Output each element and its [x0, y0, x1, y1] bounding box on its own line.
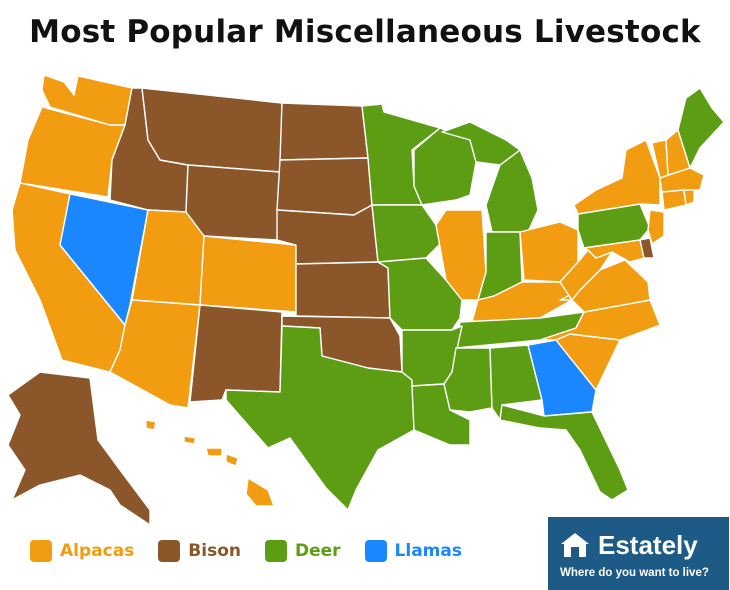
- brand-tagline: Where do you want to live?: [560, 567, 709, 579]
- state-MO: [377, 257, 463, 331]
- legend-label: Alpacas: [60, 541, 135, 561]
- legend: Alpacas Bison Deer Llamas: [30, 540, 486, 562]
- legend-swatch: [158, 540, 181, 562]
- state-HI-1: [145, 419, 157, 431]
- legend-swatch: [30, 540, 52, 562]
- state-KS: [295, 261, 391, 319]
- legend-deer: Deer: [264, 540, 341, 562]
- state-HI-2: [183, 435, 197, 445]
- state-TX: [225, 325, 415, 511]
- state-NJ: [647, 209, 665, 245]
- state-IA: [371, 204, 447, 263]
- legend-label: Deer: [294, 541, 341, 561]
- house-icon: [561, 533, 589, 557]
- state-MT: [141, 87, 283, 173]
- brand-name: Estately: [598, 530, 698, 560]
- state-HI-4: [225, 453, 239, 467]
- map-title: Most Popular Miscellaneous Livestock: [29, 14, 701, 50]
- state-WY: [185, 164, 281, 241]
- state-CO: [199, 235, 297, 313]
- state-RI: [683, 189, 695, 206]
- state-MA: [659, 167, 705, 193]
- state-HI-3: [205, 447, 223, 457]
- estately-badge[interactable]: Estately Where do you want to live?: [548, 517, 729, 590]
- legend-swatch: [364, 540, 387, 562]
- state-MN: [361, 103, 441, 206]
- legend-label: Llamas: [394, 541, 462, 561]
- state-NM: [189, 304, 283, 403]
- state-OR: [19, 106, 126, 198]
- state-NY: [573, 139, 661, 215]
- legend-swatch: [264, 540, 287, 562]
- legend-llamas: Llamas: [364, 540, 462, 562]
- state-SD: [276, 157, 373, 216]
- legend-alpacas: Alpacas: [30, 540, 134, 562]
- state-CT: [661, 189, 687, 211]
- state-IL: [435, 209, 487, 301]
- state-DE: [639, 237, 655, 259]
- legend-bison: Bison: [158, 540, 241, 562]
- state-ME: [677, 87, 725, 169]
- state-FL: [499, 404, 629, 501]
- state-ND: [279, 102, 369, 161]
- state-HI-5: [245, 477, 275, 507]
- legend-label: Bison: [188, 541, 241, 561]
- state-NC: [539, 299, 661, 341]
- state-MI-UP: [441, 121, 521, 166]
- state-AK: [7, 371, 151, 526]
